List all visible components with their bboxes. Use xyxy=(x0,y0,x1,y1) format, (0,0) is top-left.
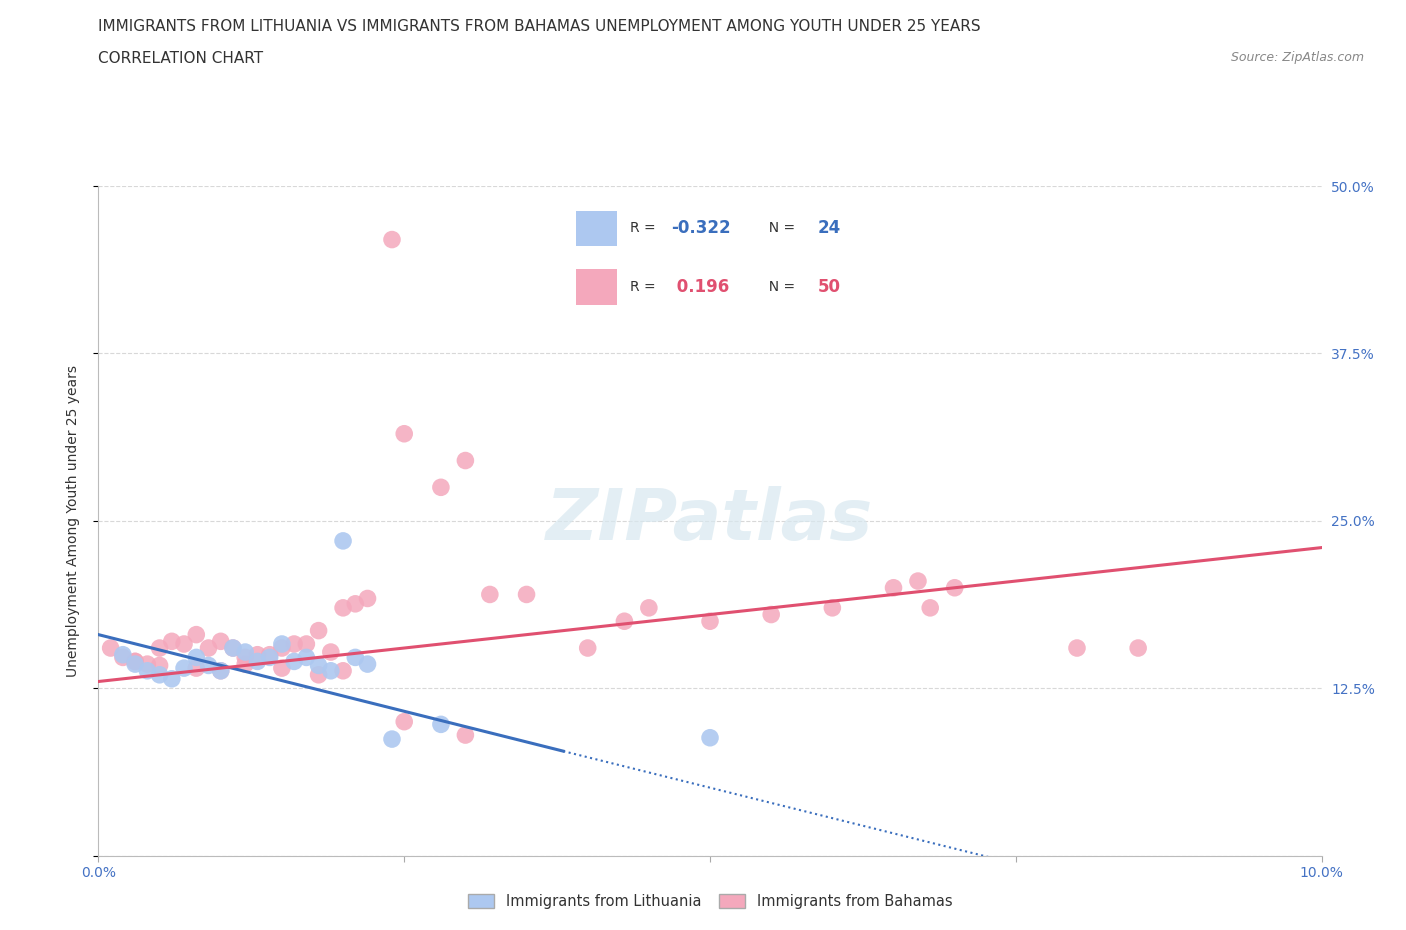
Point xyxy=(160,671,183,686)
Point xyxy=(283,654,305,669)
Point xyxy=(233,644,256,659)
Legend: Immigrants from Lithuania, Immigrants from Bahamas: Immigrants from Lithuania, Immigrants fr… xyxy=(463,888,957,915)
Point xyxy=(319,663,342,678)
Point xyxy=(149,641,172,656)
Point xyxy=(246,654,269,669)
Point xyxy=(308,623,330,638)
Point xyxy=(173,660,195,675)
Point xyxy=(295,650,318,665)
Point xyxy=(124,657,146,671)
Point xyxy=(111,647,134,662)
Text: IMMIGRANTS FROM LITHUANIA VS IMMIGRANTS FROM BAHAMAS UNEMPLOYMENT AMONG YOUTH UN: IMMIGRANTS FROM LITHUANIA VS IMMIGRANTS … xyxy=(98,19,981,33)
Point xyxy=(233,650,256,665)
Point xyxy=(332,534,354,549)
Point xyxy=(454,453,477,468)
Point xyxy=(920,601,942,616)
Point xyxy=(319,644,342,659)
Point xyxy=(613,614,636,629)
Point xyxy=(124,654,146,669)
Point xyxy=(308,658,330,673)
Point xyxy=(149,658,172,673)
Point xyxy=(356,591,378,606)
Point xyxy=(295,636,318,651)
Point xyxy=(111,650,134,665)
Point xyxy=(197,641,219,656)
Text: Source: ZipAtlas.com: Source: ZipAtlas.com xyxy=(1230,51,1364,64)
Point xyxy=(576,641,599,656)
Point xyxy=(209,663,232,678)
Point xyxy=(222,641,245,656)
Point xyxy=(637,601,661,616)
Point xyxy=(259,650,281,665)
Point xyxy=(209,663,232,678)
Point xyxy=(136,657,159,671)
Text: ZIPatlas: ZIPatlas xyxy=(547,486,873,555)
Point xyxy=(1128,641,1150,656)
Point xyxy=(356,657,378,671)
Point xyxy=(699,614,721,629)
Point xyxy=(136,663,159,678)
Point xyxy=(883,580,905,595)
Point xyxy=(430,717,453,732)
Point xyxy=(270,641,292,656)
Point xyxy=(943,580,966,595)
Point xyxy=(381,732,404,747)
Point xyxy=(197,658,219,673)
Point xyxy=(100,641,122,656)
Point xyxy=(332,663,354,678)
Point xyxy=(1066,641,1088,656)
Point xyxy=(478,587,501,602)
Point xyxy=(186,660,208,675)
Point xyxy=(270,636,292,651)
Point xyxy=(454,727,477,742)
Point xyxy=(344,596,367,611)
Point xyxy=(430,480,453,495)
Point xyxy=(222,641,245,656)
Point xyxy=(392,426,416,441)
Point xyxy=(233,657,256,671)
Point xyxy=(699,730,721,745)
Point xyxy=(259,647,281,662)
Point xyxy=(759,607,782,622)
Point xyxy=(124,654,146,669)
Text: CORRELATION CHART: CORRELATION CHART xyxy=(98,51,263,66)
Point xyxy=(246,647,269,662)
Point xyxy=(344,650,367,665)
Point xyxy=(308,668,330,683)
Point xyxy=(186,650,208,665)
Point xyxy=(392,714,416,729)
Point xyxy=(907,574,929,589)
Point xyxy=(160,634,183,649)
Y-axis label: Unemployment Among Youth under 25 years: Unemployment Among Youth under 25 years xyxy=(66,365,80,677)
Point xyxy=(821,601,844,616)
Point xyxy=(186,627,208,642)
Point xyxy=(516,587,538,602)
Point xyxy=(332,601,354,616)
Point xyxy=(209,634,232,649)
Point xyxy=(173,636,195,651)
Point xyxy=(381,232,404,247)
Point xyxy=(149,668,172,683)
Point xyxy=(283,636,305,651)
Point xyxy=(270,660,292,675)
